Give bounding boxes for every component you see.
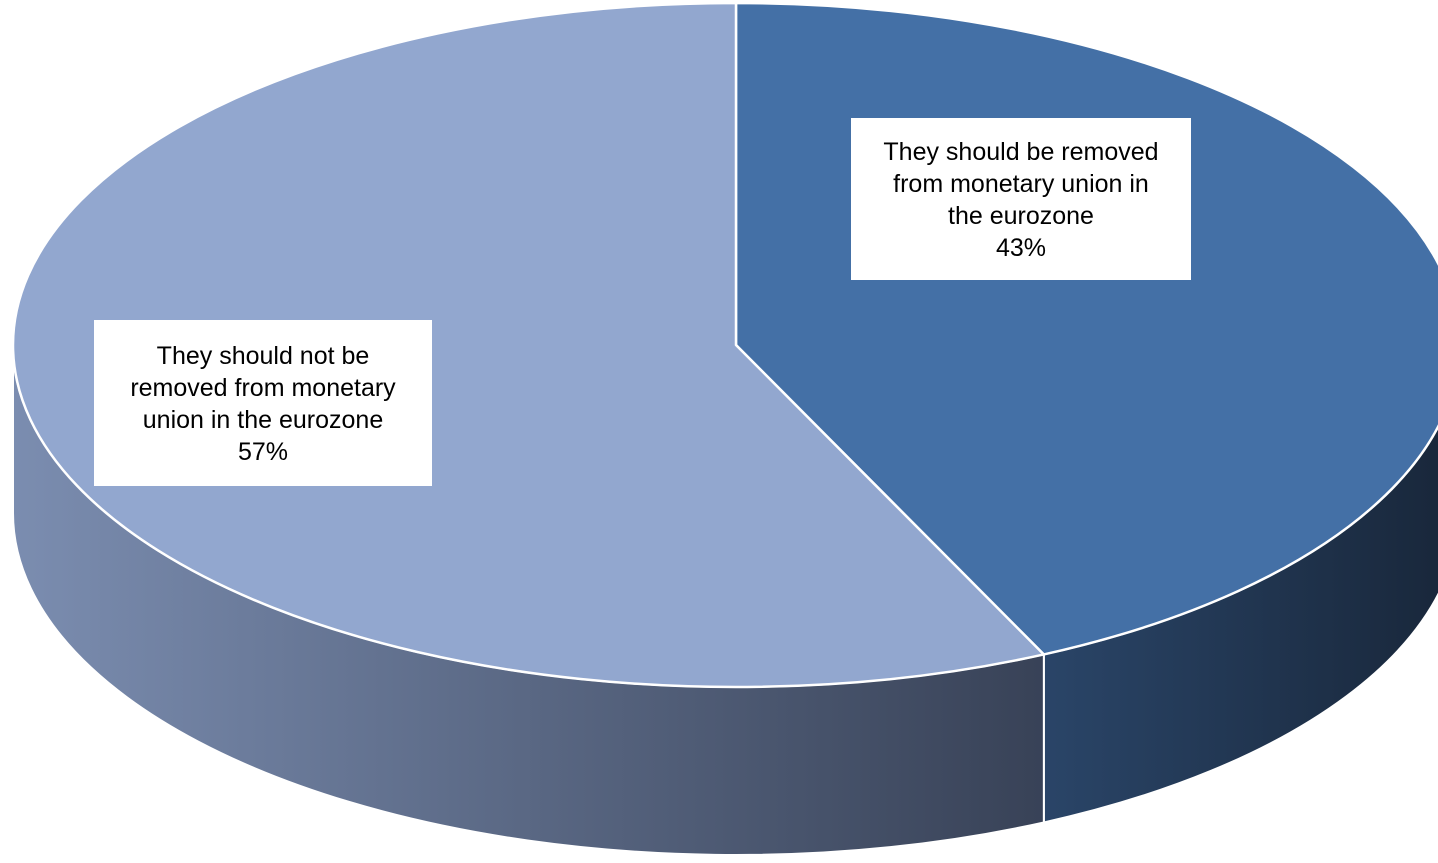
data-label-category-line: the eurozone <box>948 202 1094 230</box>
data-label-category-line: They should be removed <box>883 138 1158 166</box>
data-label-category-line: removed from monetary <box>130 374 396 402</box>
data-label-percent: 57% <box>238 438 288 466</box>
data-label-box <box>851 118 1191 280</box>
pie-data-labels: They should be removed from monetary unio… <box>94 118 1191 486</box>
data-label-category-line: union in the eurozone <box>143 406 383 434</box>
pie-slice-not-removed <box>11 1 1046 689</box>
data-label-box <box>94 320 432 486</box>
data-label-category-line: from monetary union in <box>893 170 1149 198</box>
data-label-category-line: They should not be <box>157 342 370 370</box>
data-label-removed: They should be removed from monetary unio… <box>851 118 1191 280</box>
data-label-percent: 43% <box>996 234 1046 262</box>
data-label-not-removed: They should not be removed from monetary u… <box>94 320 432 486</box>
